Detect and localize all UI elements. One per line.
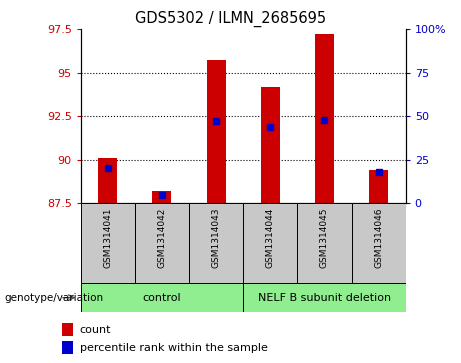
Bar [261, 86, 280, 203]
Text: GSM1314041: GSM1314041 [103, 207, 112, 268]
Bar [62, 323, 73, 336]
Text: GSM1314044: GSM1314044 [266, 207, 275, 268]
Bar [315, 34, 334, 203]
Text: NELF B subunit deletion: NELF B subunit deletion [258, 293, 391, 303]
Bar [297, 203, 352, 283]
Bar [81, 283, 243, 312]
Bar [81, 203, 135, 283]
Bar [243, 283, 406, 312]
Bar [135, 203, 189, 283]
Bar [98, 158, 117, 203]
Text: GSM1314045: GSM1314045 [320, 207, 329, 268]
Bar [352, 203, 406, 283]
Bar [189, 203, 243, 283]
Text: count: count [79, 325, 111, 335]
Text: GSM1314042: GSM1314042 [157, 207, 166, 268]
Text: GSM1314043: GSM1314043 [212, 207, 221, 268]
Bar [62, 341, 73, 354]
Text: GDS5302 / ILMN_2685695: GDS5302 / ILMN_2685695 [135, 11, 326, 27]
Text: GSM1314046: GSM1314046 [374, 207, 383, 268]
Bar [369, 170, 388, 203]
Text: genotype/variation: genotype/variation [5, 293, 104, 303]
Bar [153, 191, 171, 203]
Bar [207, 60, 225, 203]
Text: control: control [142, 293, 181, 303]
Text: percentile rank within the sample: percentile rank within the sample [79, 343, 267, 353]
Bar [243, 203, 297, 283]
